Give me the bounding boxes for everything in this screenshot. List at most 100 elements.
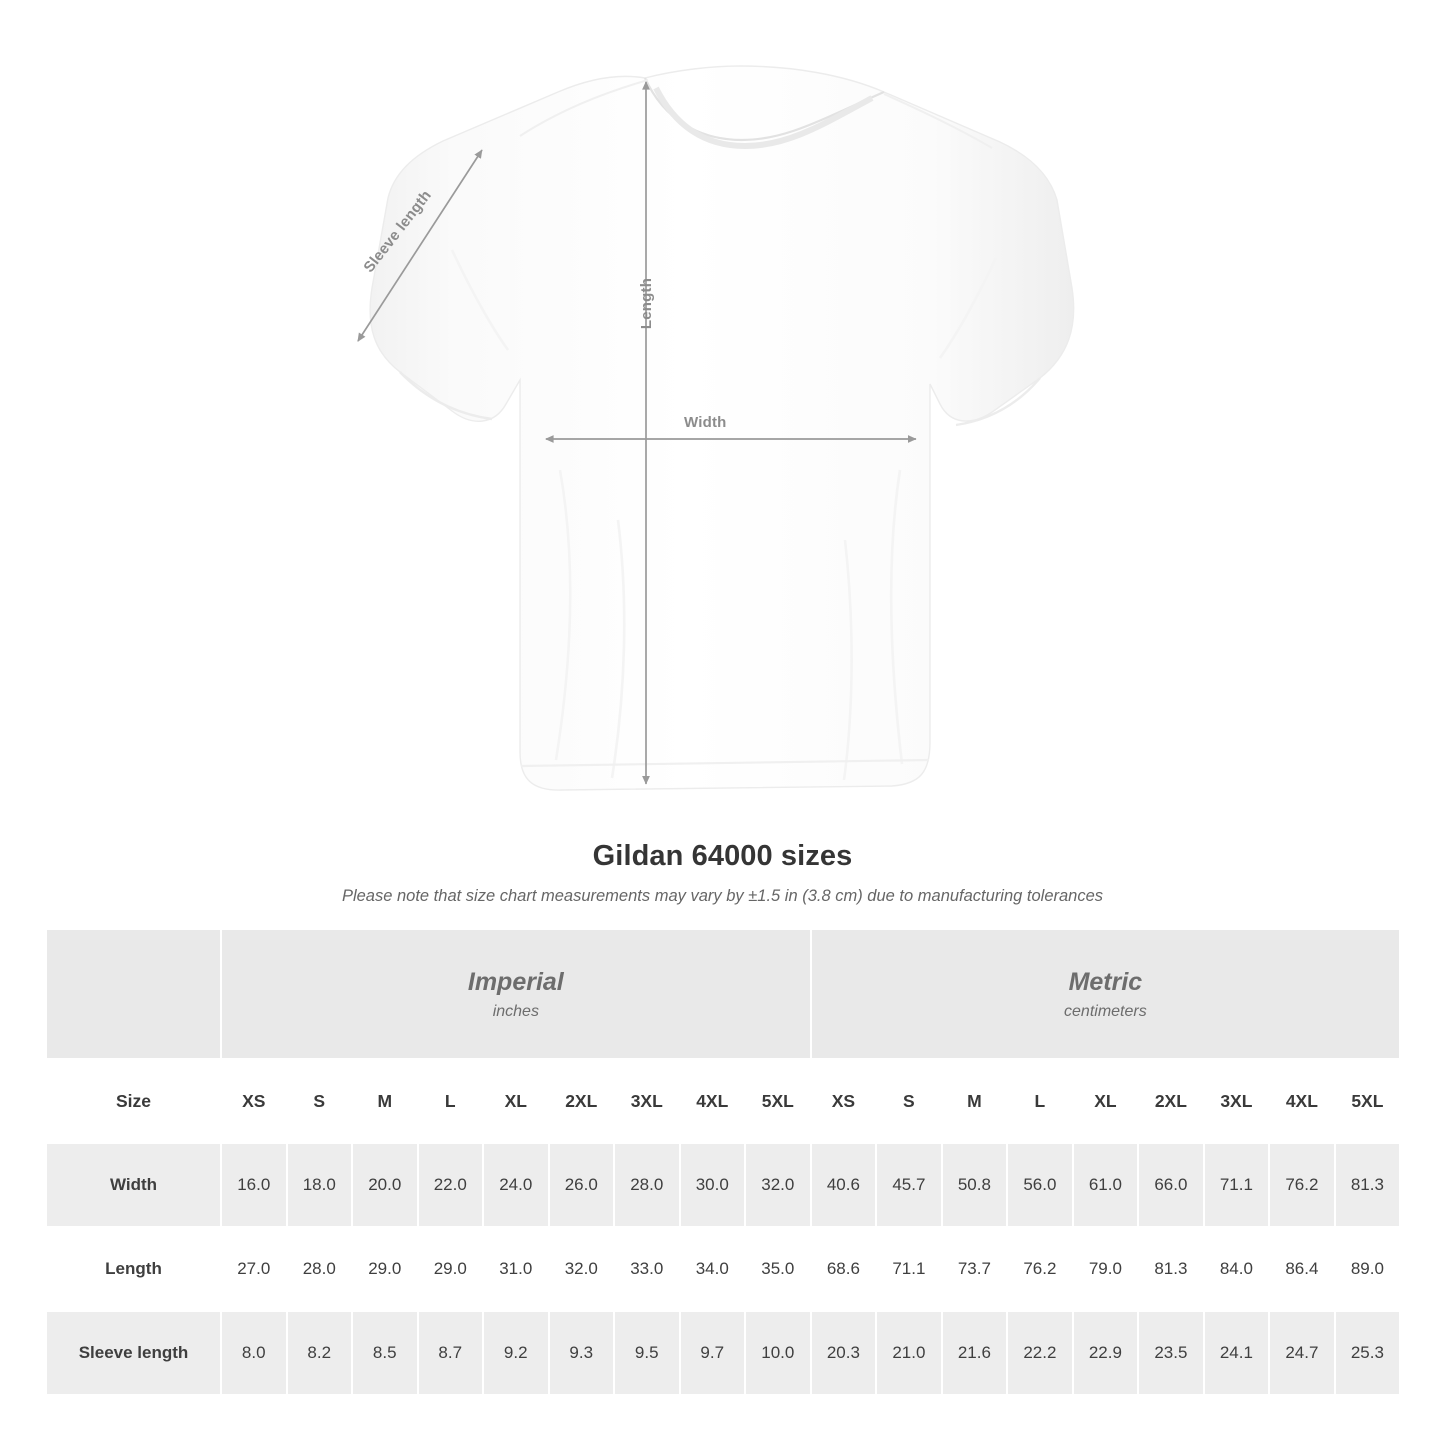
- cell-width-imperial-l: 22.0: [416, 1142, 484, 1228]
- tshirt-silhouette: [369, 65, 1075, 791]
- cell-sleeve-metric-2xl: 23.5: [1137, 1310, 1205, 1396]
- cell-sleeve-metric-4xl: 24.7: [1268, 1310, 1336, 1396]
- row-label-length: Length: [45, 1226, 222, 1312]
- cell-length-imperial-l: 29.0: [416, 1226, 484, 1312]
- size-header-metric-5xl: 5XL: [1333, 1058, 1402, 1144]
- size-header-metric-xs: XS: [809, 1058, 878, 1144]
- size-header-row: Size XS S M L XL 2XL 3XL 4XL 5XL XS S M …: [45, 1058, 1402, 1144]
- cell-sleeve-metric-xs: 20.3: [809, 1310, 878, 1396]
- size-table-wrapper: Imperial inches Metric centimeters Size …: [45, 928, 1402, 1396]
- cell-length-imperial-2xl: 32.0: [547, 1226, 615, 1312]
- imperial-system-cell: Imperial inches: [220, 928, 812, 1060]
- cell-width-metric-2xl: 66.0: [1137, 1142, 1205, 1228]
- unit-system-row: Imperial inches Metric centimeters: [45, 928, 1402, 1060]
- tshirt-shoulder-seam-left: [519, 79, 649, 137]
- cell-length-metric-xs: 68.6: [809, 1226, 878, 1312]
- tshirt-shoulder-seam-right: [883, 93, 993, 149]
- size-header-imperial-m: M: [351, 1058, 419, 1144]
- size-header-imperial-xl: XL: [482, 1058, 550, 1144]
- size-header-metric-s: S: [875, 1058, 943, 1144]
- cell-width-metric-5xl: 81.3: [1333, 1142, 1402, 1228]
- cell-length-imperial-m: 29.0: [351, 1226, 419, 1312]
- cell-width-imperial-m: 20.0: [351, 1142, 419, 1228]
- size-header-metric-2xl: 2XL: [1137, 1058, 1205, 1144]
- size-header-imperial-2xl: 2XL: [547, 1058, 615, 1144]
- size-header-imperial-5xl: 5XL: [744, 1058, 812, 1144]
- cell-width-metric-s: 45.7: [875, 1142, 943, 1228]
- cell-width-imperial-3xl: 28.0: [613, 1142, 681, 1228]
- tolerance-note: Please note that size chart measurements…: [341, 887, 1104, 905]
- tshirt-sleeve-hem-right: [955, 377, 1041, 427]
- tshirt-bottom-hem: [520, 758, 930, 768]
- size-header-metric-xl: XL: [1071, 1058, 1140, 1144]
- cell-length-imperial-3xl: 33.0: [613, 1226, 681, 1312]
- size-header-imperial-4xl: 4XL: [678, 1058, 746, 1144]
- cell-width-imperial-2xl: 26.0: [547, 1142, 615, 1228]
- page-title: Gildan 64000 sizes: [592, 840, 853, 872]
- cell-width-metric-l: 56.0: [1006, 1142, 1074, 1228]
- cell-width-imperial-xs: 16.0: [220, 1142, 288, 1228]
- size-chart-table: Imperial inches Metric centimeters Size …: [45, 928, 1402, 1396]
- width-dimension-label: Width: [684, 414, 727, 431]
- cell-sleeve-metric-3xl: 24.1: [1202, 1310, 1271, 1396]
- sleeve-dimension-line: [357, 149, 483, 342]
- unit-system-corner-cell: [45, 928, 222, 1060]
- table-row-length: Length 27.0 28.0 29.0 29.0 31.0 32.0 33.…: [45, 1226, 1402, 1312]
- length-dimension-label: Length: [638, 277, 656, 330]
- size-header-metric-3xl: 3XL: [1202, 1058, 1271, 1144]
- size-header-imperial-l: L: [416, 1058, 484, 1144]
- imperial-system-unit: inches: [492, 1003, 539, 1021]
- cell-width-metric-xl: 61.0: [1071, 1142, 1140, 1228]
- metric-system-name: Metric: [1068, 967, 1143, 996]
- cell-length-metric-l: 76.2: [1006, 1226, 1074, 1312]
- metric-system-cell: Metric centimeters: [809, 928, 1402, 1060]
- table-row-width: Width 16.0 18.0 20.0 22.0 24.0 26.0 28.0…: [45, 1142, 1402, 1228]
- cell-length-metric-3xl: 84.0: [1202, 1226, 1271, 1312]
- size-row-label: Size: [45, 1058, 222, 1144]
- cell-sleeve-metric-s: 21.0: [875, 1310, 943, 1396]
- metric-system-unit: centimeters: [1064, 1003, 1147, 1021]
- cell-sleeve-metric-l: 22.2: [1006, 1310, 1074, 1396]
- cell-length-metric-m: 73.7: [940, 1226, 1009, 1312]
- cell-width-imperial-5xl: 32.0: [744, 1142, 812, 1228]
- cell-sleeve-imperial-xs: 8.0: [220, 1310, 288, 1396]
- cell-sleeve-imperial-xl: 9.2: [482, 1310, 550, 1396]
- cell-sleeve-imperial-l: 8.7: [416, 1310, 484, 1396]
- table-row-sleeve-length: Sleeve length 8.0 8.2 8.5 8.7 9.2 9.3 9.…: [45, 1310, 1402, 1396]
- row-label-width: Width: [45, 1142, 222, 1228]
- size-header-metric-m: M: [940, 1058, 1009, 1144]
- cell-sleeve-imperial-3xl: 9.5: [613, 1310, 681, 1396]
- cell-sleeve-imperial-5xl: 10.0: [744, 1310, 812, 1396]
- cell-width-metric-3xl: 71.1: [1202, 1142, 1271, 1228]
- cell-length-imperial-s: 28.0: [285, 1226, 353, 1312]
- size-header-metric-l: L: [1006, 1058, 1074, 1144]
- cell-sleeve-imperial-4xl: 9.7: [678, 1310, 746, 1396]
- cell-length-metric-s: 71.1: [875, 1226, 943, 1312]
- size-header-metric-4xl: 4XL: [1268, 1058, 1336, 1144]
- cell-width-metric-xs: 40.6: [809, 1142, 878, 1228]
- tshirt-collar-ribbing: [653, 86, 874, 150]
- imperial-system-name: Imperial: [467, 967, 564, 996]
- row-label-sleeve-length: Sleeve length: [45, 1310, 222, 1396]
- cell-width-metric-m: 50.8: [940, 1142, 1009, 1228]
- cell-length-imperial-xs: 27.0: [220, 1226, 288, 1312]
- size-header-imperial-xs: XS: [220, 1058, 288, 1144]
- title-block: Gildan 64000 sizes Please note that size…: [0, 840, 1445, 906]
- cell-sleeve-imperial-2xl: 9.3: [547, 1310, 615, 1396]
- cell-sleeve-metric-xl: 22.9: [1071, 1310, 1140, 1396]
- cell-sleeve-imperial-s: 8.2: [285, 1310, 353, 1396]
- shirt-illustration: Width Length Sleeve length: [357, 65, 1075, 791]
- cell-width-metric-4xl: 76.2: [1268, 1142, 1336, 1228]
- cell-length-metric-2xl: 81.3: [1137, 1226, 1205, 1312]
- cell-width-imperial-4xl: 30.0: [678, 1142, 746, 1228]
- cell-length-metric-xl: 79.0: [1071, 1226, 1140, 1312]
- cell-width-imperial-xl: 24.0: [482, 1142, 550, 1228]
- cell-length-metric-4xl: 86.4: [1268, 1226, 1336, 1312]
- cell-sleeve-metric-5xl: 25.3: [1333, 1310, 1402, 1396]
- tshirt-sleeve-hem-left: [399, 371, 493, 421]
- size-header-imperial-s: S: [285, 1058, 353, 1144]
- tshirt-diagram-svg: [357, 65, 1075, 791]
- cell-length-imperial-xl: 31.0: [482, 1226, 550, 1312]
- cell-length-metric-5xl: 89.0: [1333, 1226, 1402, 1312]
